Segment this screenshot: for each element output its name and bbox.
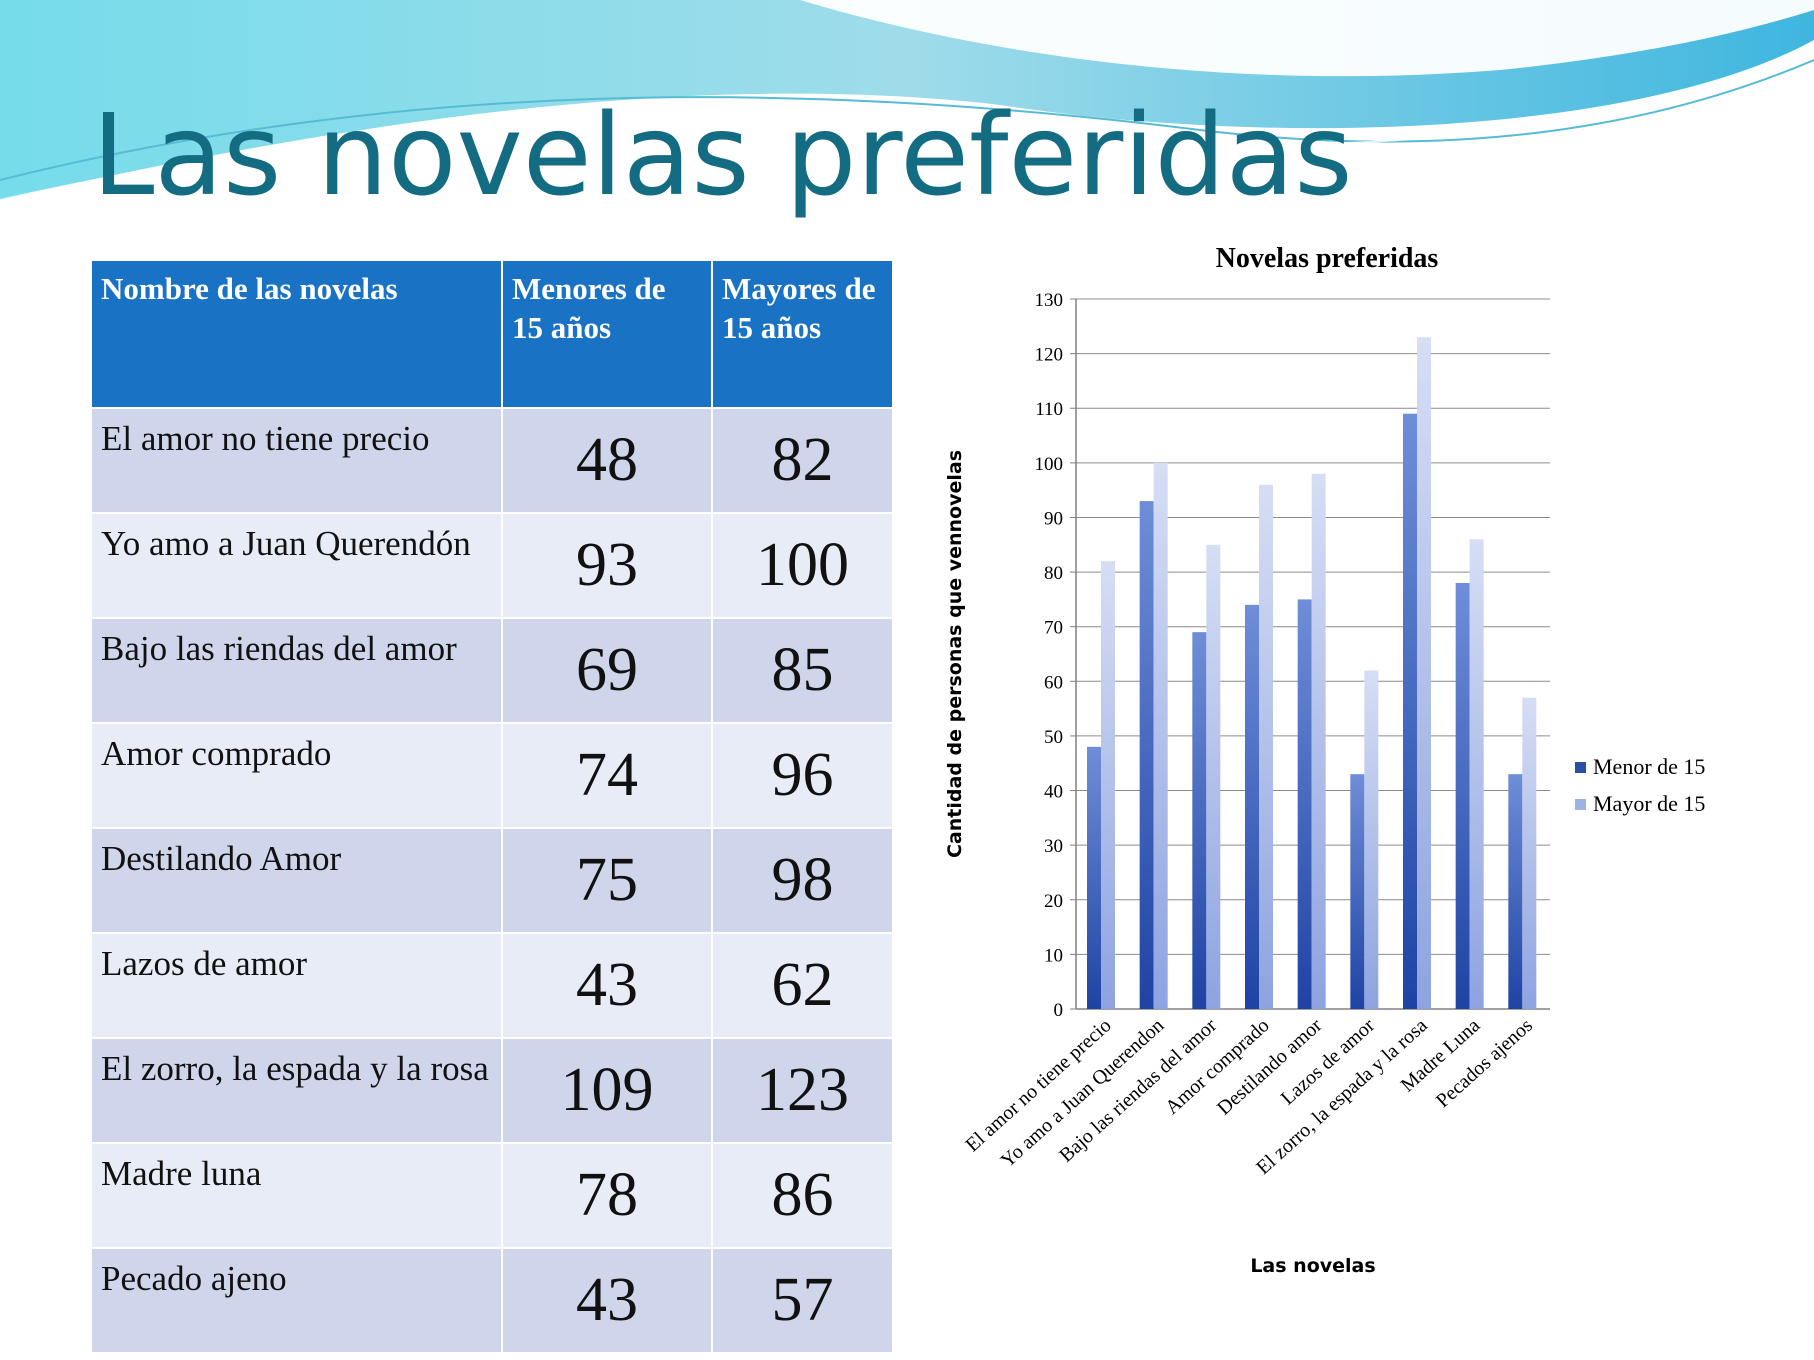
bar-mayor [1469,539,1484,1009]
bar-mayor [1417,337,1431,1009]
table-row: Lazos de amor 43 62 [90,932,894,1039]
y-tick-label: 90 [1044,508,1063,529]
y-tick-label: 110 [1035,399,1063,420]
bar-mayor [1206,544,1221,1009]
over-15-cell: 57 [711,1247,894,1354]
under-15-cell: 43 [501,1247,713,1354]
novel-name-cell: Bajo las riendas del amor [90,617,503,724]
table-row: Destilando Amor 75 98 [90,827,894,934]
novel-name-cell: Amor comprado [90,722,503,829]
over-15-cell: 100 [711,512,894,619]
y-tick-label: 70 [1044,618,1063,639]
bar-menor [1297,599,1312,1009]
bar-menor [1087,746,1101,1009]
under-15-cell: 78 [501,1142,713,1249]
y-tick-label: 80 [1044,563,1063,584]
header-novel-name: Nombre de las novelas [90,259,503,409]
legend-label: Menor de 15 [1593,754,1705,779]
table-row: Pecado ajeno 43 57 [90,1247,894,1354]
over-15-cell: 98 [711,827,894,934]
over-15-cell: 86 [711,1142,894,1249]
under-15-cell: 69 [501,617,713,724]
novel-name-cell: Pecado ajeno [90,1247,503,1354]
x-axis-title: Las novelas [1250,1255,1375,1277]
novel-name-cell: Destilando Amor [90,827,503,934]
bar-menor [1245,604,1259,1009]
table-row: Yo amo a Juan Querendón 93 100 [90,512,894,619]
over-15-cell: 85 [711,617,894,724]
under-15-cell: 109 [501,1037,713,1144]
under-15-cell: 43 [501,932,713,1039]
legend-swatch [1575,762,1586,773]
header-over-15: Mayores de 15 años [711,259,894,409]
bar-chart: Novelas preferidas 0 10 20 30 40 50 60 70 80 90 10… [944,243,1705,1277]
under-15-cell: 74 [501,722,713,829]
y-tick-label: 30 [1044,836,1063,857]
y-tick-label: 0 [1054,1000,1064,1021]
table-row: Amor comprado 74 96 [90,722,894,829]
novel-name-cell: Lazos de amor [90,932,503,1039]
legend-swatch [1575,799,1586,810]
novel-name-cell: Yo amo a Juan Querendón [90,512,503,619]
y-tick-label: 10 [1044,945,1063,966]
over-15-cell: 123 [711,1037,894,1144]
bar-mayor [1153,462,1168,1009]
novel-name-cell: El zorro, la espada y la rosa [90,1037,503,1144]
y-tick-label: 50 [1044,727,1063,748]
table-row: El amor no tiene precio 48 82 [90,407,894,514]
bar-menor [1403,413,1417,1009]
novels-table: Nombre de las novelas Menores de 15 años… [90,259,894,1354]
bar-mayor [1259,484,1273,1009]
header-under-15: Menores de 15 años [501,259,713,409]
under-15-cell: 48 [501,407,713,514]
over-15-cell: 62 [711,932,894,1039]
bar-menor [1455,583,1470,1009]
over-15-cell: 82 [711,407,894,514]
y-tick-label: 60 [1044,672,1063,693]
table-row: El zorro, la espada y la rosa 109 123 [90,1037,894,1144]
y-tick-label: 120 [1035,345,1064,366]
y-axis-title: Cantidad de personas que vennovelas [944,450,966,858]
header-wave-decoration [0,0,1814,201]
bar-menor [1139,501,1154,1009]
over-15-cell: 96 [711,722,894,829]
chart-bars [1087,337,1537,1009]
chart-title: Novelas preferidas [1216,243,1439,274]
novel-name-cell: Madre luna [90,1142,503,1249]
page-title: Las novelas preferidas [92,91,1353,221]
y-tick-label: 100 [1035,454,1064,475]
under-15-cell: 93 [501,512,713,619]
bar-menor [1350,774,1365,1009]
y-tick-label: 20 [1044,891,1063,912]
bar-menor [1192,632,1207,1009]
y-tick-label: 130 [1035,290,1064,311]
legend-label: Mayor de 15 [1593,791,1705,816]
chart-legend: Menor de 15 Mayor de 15 [1575,754,1705,816]
bar-mayor [1101,561,1115,1009]
bar-mayor [1311,473,1326,1009]
bar-mayor [1522,697,1537,1009]
table-header-row: Nombre de las novelas Menores de 15 años… [90,259,894,409]
y-axis-ticks: 0 10 20 30 40 50 60 70 80 90 100 110 120 130 [1035,290,1076,1021]
table-row: Madre luna 78 86 [90,1142,894,1249]
novel-name-cell: El amor no tiene precio [90,407,503,514]
under-15-cell: 75 [501,827,713,934]
y-tick-label: 40 [1044,782,1063,803]
bar-mayor [1364,670,1379,1009]
table-row: Bajo las riendas del amor 69 85 [90,617,894,724]
bar-menor [1508,774,1523,1009]
